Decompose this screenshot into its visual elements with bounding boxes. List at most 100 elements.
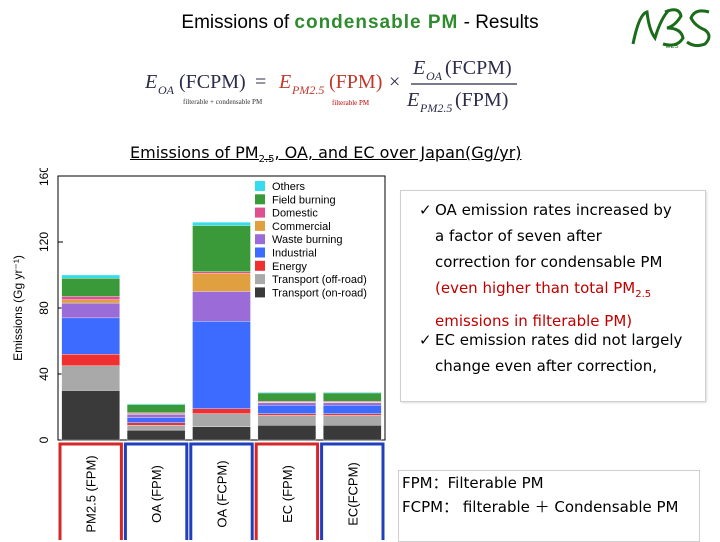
bar-segment (126, 424, 186, 431)
svg-text:(FCPM): (FCPM) (179, 71, 246, 93)
bar-segment (257, 392, 317, 402)
logo-text: MES (665, 44, 678, 50)
note-ec-line-1: EC emission rates did not largely (435, 331, 683, 349)
svg-text:OA: OA (426, 69, 443, 83)
mes-logo: MES (631, 8, 711, 50)
note-ec-line-2: change even after correction, (435, 357, 657, 375)
bar-segment (192, 321, 251, 409)
legend-label: Commercial (272, 221, 331, 233)
subtitle-sub: 2.5 (258, 154, 275, 166)
svg-text:=: = (255, 71, 266, 93)
note-oa-paren-sub: 2.5 (635, 289, 652, 300)
legend-swatch (255, 220, 265, 231)
definition-fcpm: FCPM： filterable ＋ Condensable PM (402, 498, 679, 516)
category-box (58, 442, 123, 540)
svg-text:E: E (406, 89, 419, 111)
bar-segment (126, 404, 186, 413)
legend-swatch (255, 234, 265, 245)
bar-segment (61, 317, 120, 355)
bar-segment (323, 413, 382, 416)
category-label: EC(FCPM) (345, 462, 360, 526)
bar-segment (126, 414, 186, 418)
title-suffix: - Results (458, 12, 539, 33)
legend-label: Energy (272, 261, 307, 273)
y-tick-label: 80 (37, 301, 51, 315)
bar-segment (257, 424, 317, 441)
bar-segment (323, 415, 382, 426)
emissions-chart: 0 40 80 120 160 Emissions (Gg yr⁻¹) OthersFiel… (11, 168, 386, 540)
bar-segment (192, 273, 251, 292)
note-oa-paren: (even higher than total PM (435, 279, 636, 297)
bar-segment (323, 391, 382, 394)
bar-segment (126, 417, 186, 423)
legend-label: Others (272, 181, 306, 193)
bar-segment (61, 302, 120, 319)
legend-background (250, 177, 380, 303)
subtitle-pre: Emissions of PM (130, 143, 259, 162)
bar-segment (126, 429, 186, 441)
check-icon: ✓ (419, 201, 432, 219)
y-tick-label: 160 (37, 168, 51, 186)
bar-segment (323, 392, 382, 402)
notes-box: ✓ OA emission rates increased by a facto… (400, 190, 706, 402)
equation: E OA (FCPM) = E PM2.5 (FPM) × E OA (FCPM… (145, 57, 517, 115)
check-icon: ✓ (419, 331, 432, 349)
bar-segment (257, 413, 317, 416)
category-label: OA (FCPM) (215, 460, 230, 527)
bar-segment (61, 390, 120, 441)
bar-segment (323, 405, 382, 414)
legend-label: Waste burning (272, 234, 343, 246)
bar-segment (192, 222, 251, 226)
bar-segment (61, 365, 120, 391)
legend-label: Transport (on-road) (272, 287, 367, 299)
category-box (189, 442, 254, 540)
bar-segment (257, 402, 317, 406)
legend-label: Domestic (272, 208, 318, 220)
legend-swatch (255, 247, 265, 258)
bar-segment (192, 271, 251, 274)
bar-segment (61, 299, 120, 304)
bar-segment (61, 296, 120, 300)
legend-swatch (255, 274, 265, 285)
category-label: OA (FPM) (149, 465, 164, 523)
bar-segment (192, 413, 251, 427)
bar-segment (126, 403, 186, 405)
definition-fpm: FPM：Filterable PM (402, 474, 544, 492)
legend-swatch (255, 287, 265, 298)
bar-segment (192, 408, 251, 414)
equation-note-fcpm: filterable + condensable PM (183, 98, 263, 106)
bar-segment (323, 402, 382, 406)
svg-text:E: E (412, 57, 425, 79)
category-label: EC (FPM) (280, 465, 295, 523)
note-oa-line-2: a factor of seven after (435, 227, 602, 245)
note-oa-line-3: correction for condensable PM (435, 253, 663, 271)
bar-segment (61, 274, 120, 279)
legend-swatch (255, 181, 265, 191)
svg-text:(FCPM): (FCPM) (445, 57, 512, 79)
y-axis-label: Emissions (Gg yr⁻¹) (11, 255, 25, 361)
slide-title: Emissions of condensable PM - Results (0, 12, 720, 34)
legend-swatch (255, 207, 265, 218)
legend-label: Field burning (272, 194, 336, 206)
note-oa-last: emissions in filterable PM (435, 312, 627, 330)
title-prefix: Emissions of (181, 12, 295, 33)
y-tick-label: 120 (37, 232, 51, 252)
legend-label: Transport (off-road) (272, 274, 367, 286)
note-oa-line-1: OA emission rates increased by (435, 201, 672, 219)
category-label: PM2.5 (FPM) (84, 455, 99, 532)
bar-segment (257, 405, 317, 414)
svg-text:E: E (145, 71, 157, 93)
category-box (320, 442, 385, 540)
note-oa-line-4: (even higher than total PM2.5 (435, 275, 703, 308)
svg-text:(FPM): (FPM) (329, 71, 382, 93)
y-tick-label: 0 (37, 436, 51, 443)
bar-segment (192, 291, 251, 322)
svg-text:(FPM): (FPM) (455, 89, 508, 111)
category-box (254, 442, 320, 540)
equation-note-fpm: filterable PM (332, 99, 370, 107)
svg-text:PM2.5: PM2.5 (291, 83, 324, 97)
bar-segment (192, 225, 251, 272)
legend-swatch (255, 194, 265, 205)
bar-segment (192, 426, 251, 441)
note-oa-line-5: emissions in filterable PM) (435, 312, 633, 330)
